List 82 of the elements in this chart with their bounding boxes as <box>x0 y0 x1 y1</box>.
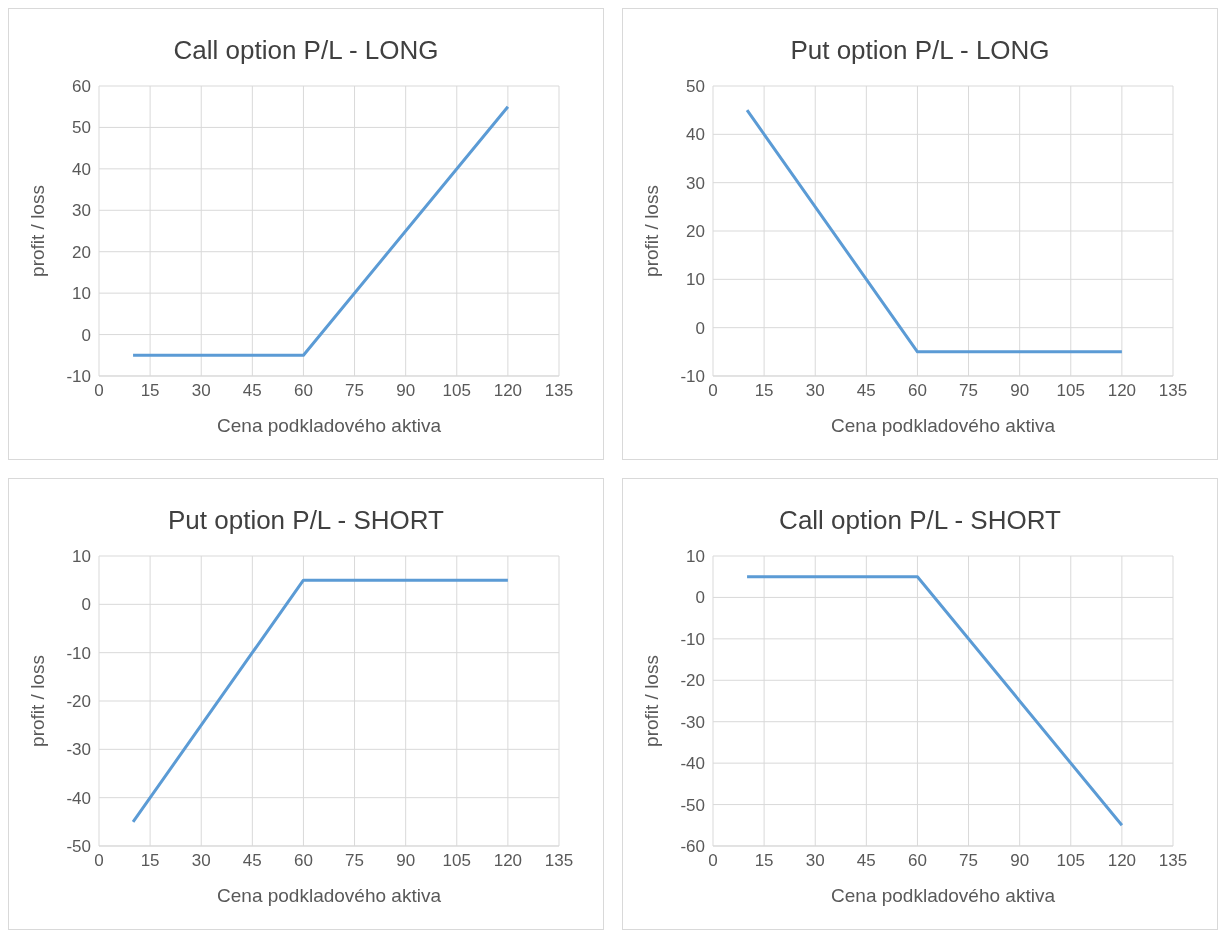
x-tick-label: 60 <box>293 851 313 871</box>
x-axis-title: Cena podkladového aktiva <box>217 885 442 906</box>
y-tick-label: 20 <box>72 242 91 262</box>
y-tick-label: 0 <box>81 325 91 345</box>
x-tick-label: 0 <box>708 381 718 401</box>
y-tick-label: 10 <box>686 547 705 567</box>
chart-title: Put option P/L - SHORT <box>167 505 445 536</box>
y-tick-label: 30 <box>72 201 91 221</box>
y-tick-label: -10 <box>66 643 91 663</box>
y-tick-label: -30 <box>66 740 91 760</box>
y-tick-label: 50 <box>686 77 705 97</box>
x-tick-label: 15 <box>140 381 160 401</box>
x-tick-label: 60 <box>907 381 927 401</box>
x-tick-label: 15 <box>754 381 774 401</box>
y-tick-label: 10 <box>72 547 91 567</box>
x-tick-label: 120 <box>1107 381 1137 401</box>
y-tick-label: 40 <box>686 125 705 145</box>
x-tick-label: 30 <box>191 381 211 401</box>
x-tick-label: 105 <box>442 851 471 871</box>
x-tick-label: 45 <box>856 381 876 401</box>
x-tick-label: 75 <box>345 851 365 871</box>
x-tick-label: 105 <box>442 381 471 401</box>
x-tick-label: 75 <box>959 851 979 871</box>
chart-title: Put option P/L - LONG <box>789 35 1051 66</box>
x-tick-label: 90 <box>1010 851 1030 871</box>
x-tick-label: 90 <box>396 851 416 871</box>
x-tick-label: 30 <box>191 851 211 871</box>
x-tick-label: 105 <box>1056 381 1085 401</box>
x-tick-label: 75 <box>345 381 365 401</box>
x-tick-label: 45 <box>242 381 262 401</box>
y-tick-label: 10 <box>686 270 705 290</box>
x-tick-label: 90 <box>396 381 416 401</box>
y-tick-label: -10 <box>66 367 91 387</box>
y-tick-label: -30 <box>680 712 705 732</box>
y-tick-label: 0 <box>695 588 705 608</box>
y-tick-label: -40 <box>66 788 91 808</box>
y-tick-label: -10 <box>680 629 705 649</box>
x-tick-label: 45 <box>242 851 262 871</box>
y-tick-label: -60 <box>680 837 705 857</box>
y-tick-label: 50 <box>72 118 91 138</box>
y-tick-label: -50 <box>66 837 91 857</box>
x-tick-label: 60 <box>293 381 313 401</box>
x-tick-label: 120 <box>493 381 523 401</box>
x-tick-label: 45 <box>856 851 876 871</box>
y-axis-title: profit / loss <box>640 655 662 747</box>
x-tick-label: 60 <box>907 851 927 871</box>
y-tick-label: 10 <box>72 284 91 304</box>
x-axis-title: Cena podkladového aktiva <box>217 415 442 436</box>
y-tick-label: 30 <box>686 173 705 193</box>
y-tick-label: -40 <box>680 754 705 774</box>
y-tick-label: -20 <box>680 671 705 691</box>
y-tick-label: 60 <box>72 77 91 97</box>
x-tick-label: 30 <box>805 851 825 871</box>
x-axis-title: Cena podkladového aktiva <box>831 885 1056 906</box>
x-tick-label: 135 <box>1158 381 1188 401</box>
x-tick-label: 135 <box>1158 851 1188 871</box>
x-tick-label: 30 <box>805 381 825 401</box>
y-tick-label: -10 <box>680 367 705 387</box>
x-tick-label: 90 <box>1010 381 1030 401</box>
x-tick-label: 135 <box>544 381 574 401</box>
x-tick-label: 0 <box>94 851 104 871</box>
x-tick-label: 120 <box>1107 851 1137 871</box>
y-tick-label: 40 <box>72 159 91 179</box>
y-tick-label: 0 <box>695 318 705 338</box>
chart-title: Call option P/L - LONG <box>172 35 440 66</box>
y-axis-title: profit / loss <box>26 185 48 277</box>
chart-title: Call option P/L - SHORT <box>778 505 1062 536</box>
x-tick-label: 0 <box>708 851 718 871</box>
x-tick-label: 120 <box>493 851 523 871</box>
x-tick-label: 135 <box>544 851 574 871</box>
x-tick-label: 0 <box>94 381 104 401</box>
y-tick-label: 20 <box>686 222 705 242</box>
y-axis-title: profit / loss <box>640 185 662 277</box>
x-tick-label: 15 <box>140 851 160 871</box>
x-axis-title: Cena podkladového aktiva <box>831 415 1056 436</box>
y-tick-label: -20 <box>66 692 91 712</box>
x-tick-label: 15 <box>754 851 774 871</box>
x-tick-label: 75 <box>959 381 979 401</box>
y-tick-label: -50 <box>680 795 705 815</box>
x-tick-label: 105 <box>1056 851 1085 871</box>
y-tick-label: 0 <box>81 595 91 615</box>
y-axis-title: profit / loss <box>26 655 48 747</box>
